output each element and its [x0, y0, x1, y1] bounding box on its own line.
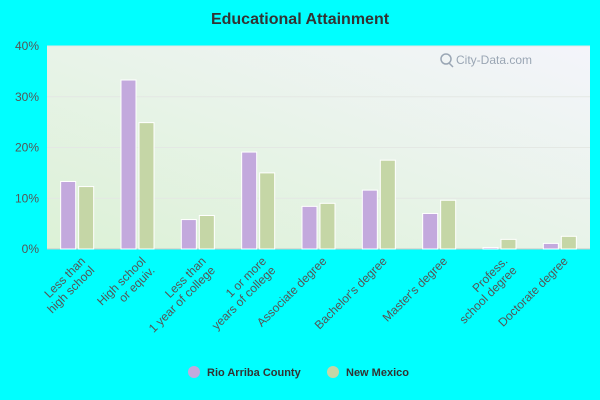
bar-series-2 — [379, 159, 396, 250]
bar-series-2 — [259, 172, 276, 250]
y-tick-label: 10% — [15, 191, 39, 205]
bar-series-2 — [560, 235, 577, 250]
y-tick-label: 30% — [15, 90, 39, 104]
bar-series-2 — [440, 199, 457, 250]
legend-label: Rio Arriba County — [207, 367, 302, 379]
legend: Rio Arriba County New Mexico — [188, 366, 409, 379]
bar-series-1 — [361, 189, 378, 250]
bar-series-1 — [241, 151, 258, 250]
bar-series-2 — [78, 186, 95, 250]
bar-series-1 — [542, 242, 559, 250]
bar-series-2 — [198, 215, 215, 250]
bars — [60, 79, 577, 250]
legend-swatch — [188, 366, 200, 378]
y-tick-label: 20% — [15, 141, 39, 155]
x-tick-label: Master's degree — [380, 254, 451, 325]
bar-series-1 — [422, 212, 439, 250]
bar-series-1 — [60, 181, 77, 250]
x-tick-label-group: Master's degree — [380, 254, 451, 325]
bar-series-1 — [482, 246, 499, 250]
magnifier-icon — [440, 53, 452, 65]
y-tick-label: 0% — [22, 242, 40, 256]
bar-series-2 — [138, 122, 155, 250]
y-tick-label: 40% — [15, 39, 39, 53]
chart-title: Educational Attainment — [211, 11, 390, 28]
bar-series-1 — [180, 219, 197, 250]
watermark-text: City-Data.com — [456, 53, 532, 67]
bar-series-2 — [500, 238, 517, 250]
bar-series-2 — [319, 202, 336, 250]
gridlines — [47, 45, 590, 250]
magnifier-handle — [448, 62, 454, 68]
bar-series-1 — [301, 205, 318, 250]
legend-label: New Mexico — [346, 367, 409, 379]
bar-series-1 — [120, 79, 137, 250]
legend-swatch — [327, 366, 339, 378]
watermark: City-Data.com — [440, 53, 532, 68]
y-axis: 0% 10% 20% 30% 40% — [15, 39, 39, 256]
